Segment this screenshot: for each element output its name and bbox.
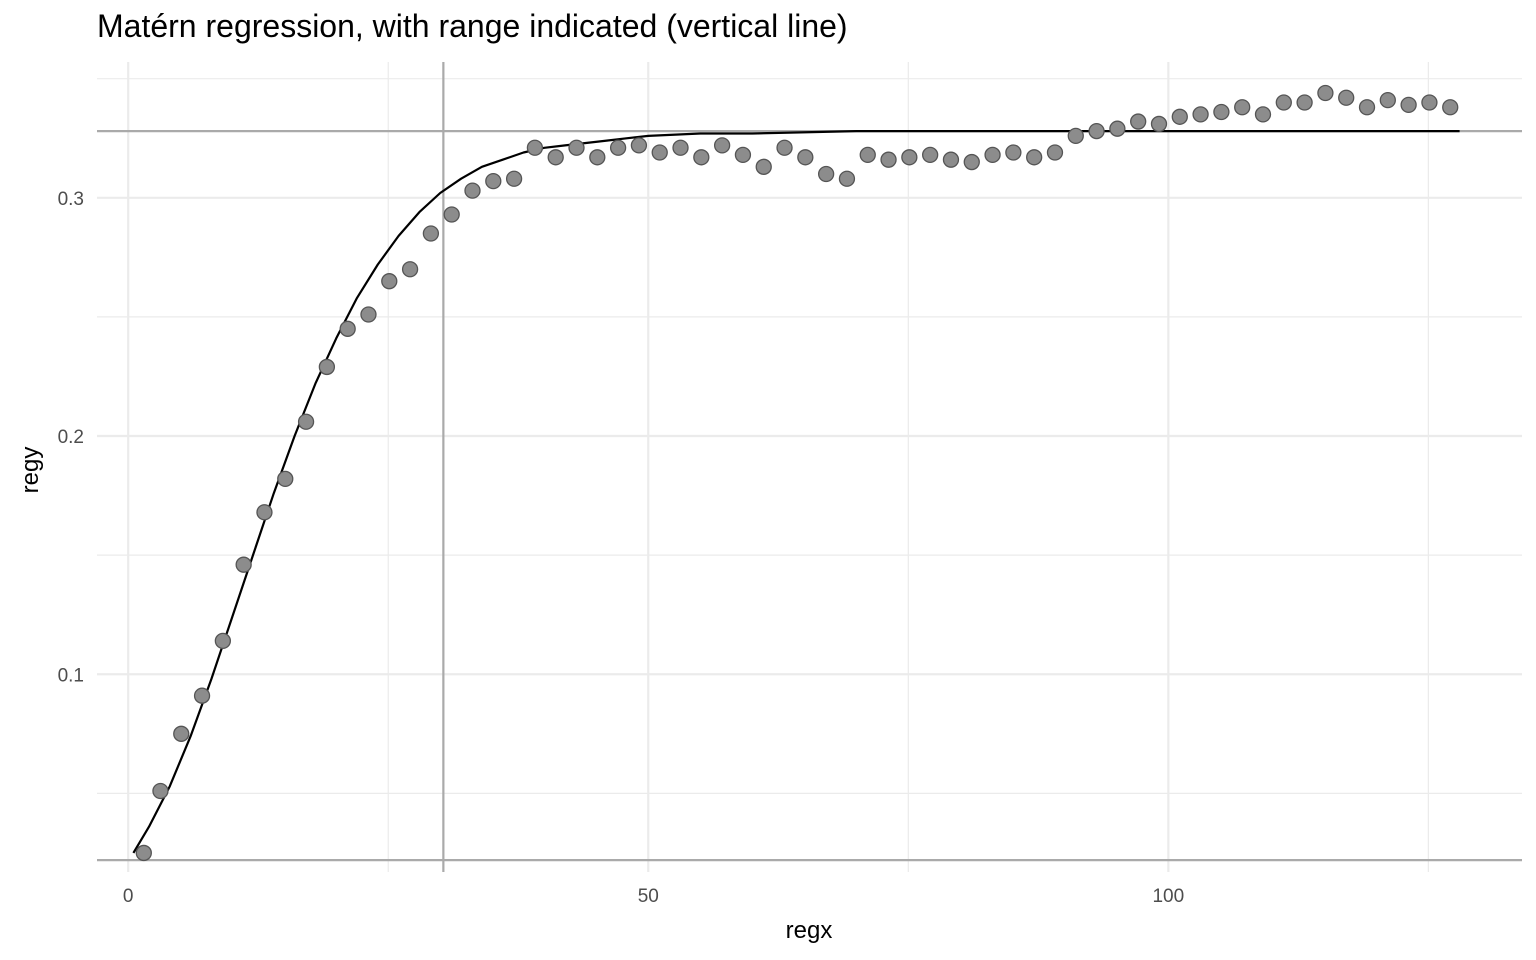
data-point bbox=[817, 165, 835, 183]
data-point bbox=[859, 146, 876, 164]
data-point bbox=[1338, 89, 1355, 106]
fitted-curve bbox=[132, 130, 1460, 854]
data-point bbox=[1400, 96, 1417, 114]
data-point bbox=[235, 556, 252, 573]
data-point bbox=[547, 149, 564, 166]
data-point bbox=[1171, 108, 1188, 125]
data-point bbox=[297, 413, 315, 430]
data-point bbox=[1150, 115, 1168, 133]
data-point bbox=[713, 137, 731, 154]
data-point bbox=[630, 137, 648, 154]
data-point bbox=[422, 225, 440, 242]
chart-title: Matérn regression, with range indicated … bbox=[97, 8, 848, 44]
y-tick-label: 0.1 bbox=[58, 665, 84, 686]
data-point bbox=[1005, 144, 1022, 161]
data-point bbox=[1109, 120, 1126, 137]
data-point bbox=[505, 170, 523, 187]
data-point bbox=[797, 149, 814, 166]
data-point bbox=[609, 139, 627, 156]
data-point bbox=[1192, 106, 1209, 123]
data-point bbox=[1067, 127, 1084, 145]
data-point bbox=[942, 151, 960, 168]
x-tick-label: 0 bbox=[123, 886, 134, 907]
data-point bbox=[1442, 99, 1459, 116]
data-point bbox=[922, 146, 939, 164]
data-point bbox=[880, 151, 897, 168]
data-point bbox=[1130, 113, 1147, 130]
data-point bbox=[963, 153, 980, 171]
x-axis-title: regx bbox=[786, 917, 833, 944]
data-point bbox=[401, 261, 419, 278]
data-point bbox=[734, 146, 752, 164]
scatter-points bbox=[135, 84, 1459, 862]
data-point bbox=[135, 844, 152, 862]
data-point bbox=[1275, 94, 1292, 111]
data-point bbox=[277, 470, 294, 488]
x-tick-label: 100 bbox=[1152, 886, 1184, 907]
x-tick-label: 50 bbox=[638, 886, 659, 907]
data-point bbox=[776, 139, 793, 156]
data-point bbox=[1317, 84, 1334, 102]
data-point bbox=[339, 320, 356, 337]
data-point bbox=[672, 139, 689, 156]
data-point bbox=[173, 725, 190, 742]
reference-lines bbox=[97, 62, 1522, 872]
y-axis-title: regy bbox=[17, 447, 44, 494]
data-point bbox=[256, 504, 273, 521]
data-point bbox=[1296, 94, 1313, 111]
data-point bbox=[1254, 106, 1272, 123]
data-point bbox=[381, 273, 398, 290]
data-point bbox=[568, 139, 585, 156]
data-point bbox=[693, 149, 710, 166]
data-point bbox=[193, 687, 211, 704]
data-point bbox=[1026, 149, 1043, 166]
data-point bbox=[589, 149, 606, 166]
data-point bbox=[1213, 103, 1230, 121]
data-point bbox=[360, 306, 377, 323]
data-point bbox=[984, 146, 1001, 164]
data-point bbox=[214, 632, 232, 650]
data-point bbox=[1046, 144, 1064, 161]
y-tick-label: 0.3 bbox=[58, 189, 84, 210]
axis-tick-labels: 0 50 100 0.1 0.2 0.3 bbox=[58, 189, 1185, 907]
data-point bbox=[838, 170, 856, 187]
data-point bbox=[651, 144, 668, 161]
data-point bbox=[526, 139, 544, 156]
data-point bbox=[464, 182, 481, 199]
data-point bbox=[1379, 91, 1396, 109]
data-point bbox=[901, 149, 918, 166]
data-point bbox=[755, 158, 772, 175]
data-point bbox=[1358, 99, 1376, 116]
data-point bbox=[152, 782, 169, 800]
fitted-curve-layer bbox=[132, 130, 1460, 854]
data-point bbox=[443, 206, 460, 223]
gridlines bbox=[97, 62, 1522, 872]
data-point bbox=[318, 358, 336, 376]
data-point bbox=[1088, 122, 1105, 140]
y-tick-label: 0.2 bbox=[58, 427, 84, 448]
data-point bbox=[485, 172, 502, 190]
data-point bbox=[1234, 99, 1251, 116]
data-point bbox=[1421, 94, 1438, 111]
